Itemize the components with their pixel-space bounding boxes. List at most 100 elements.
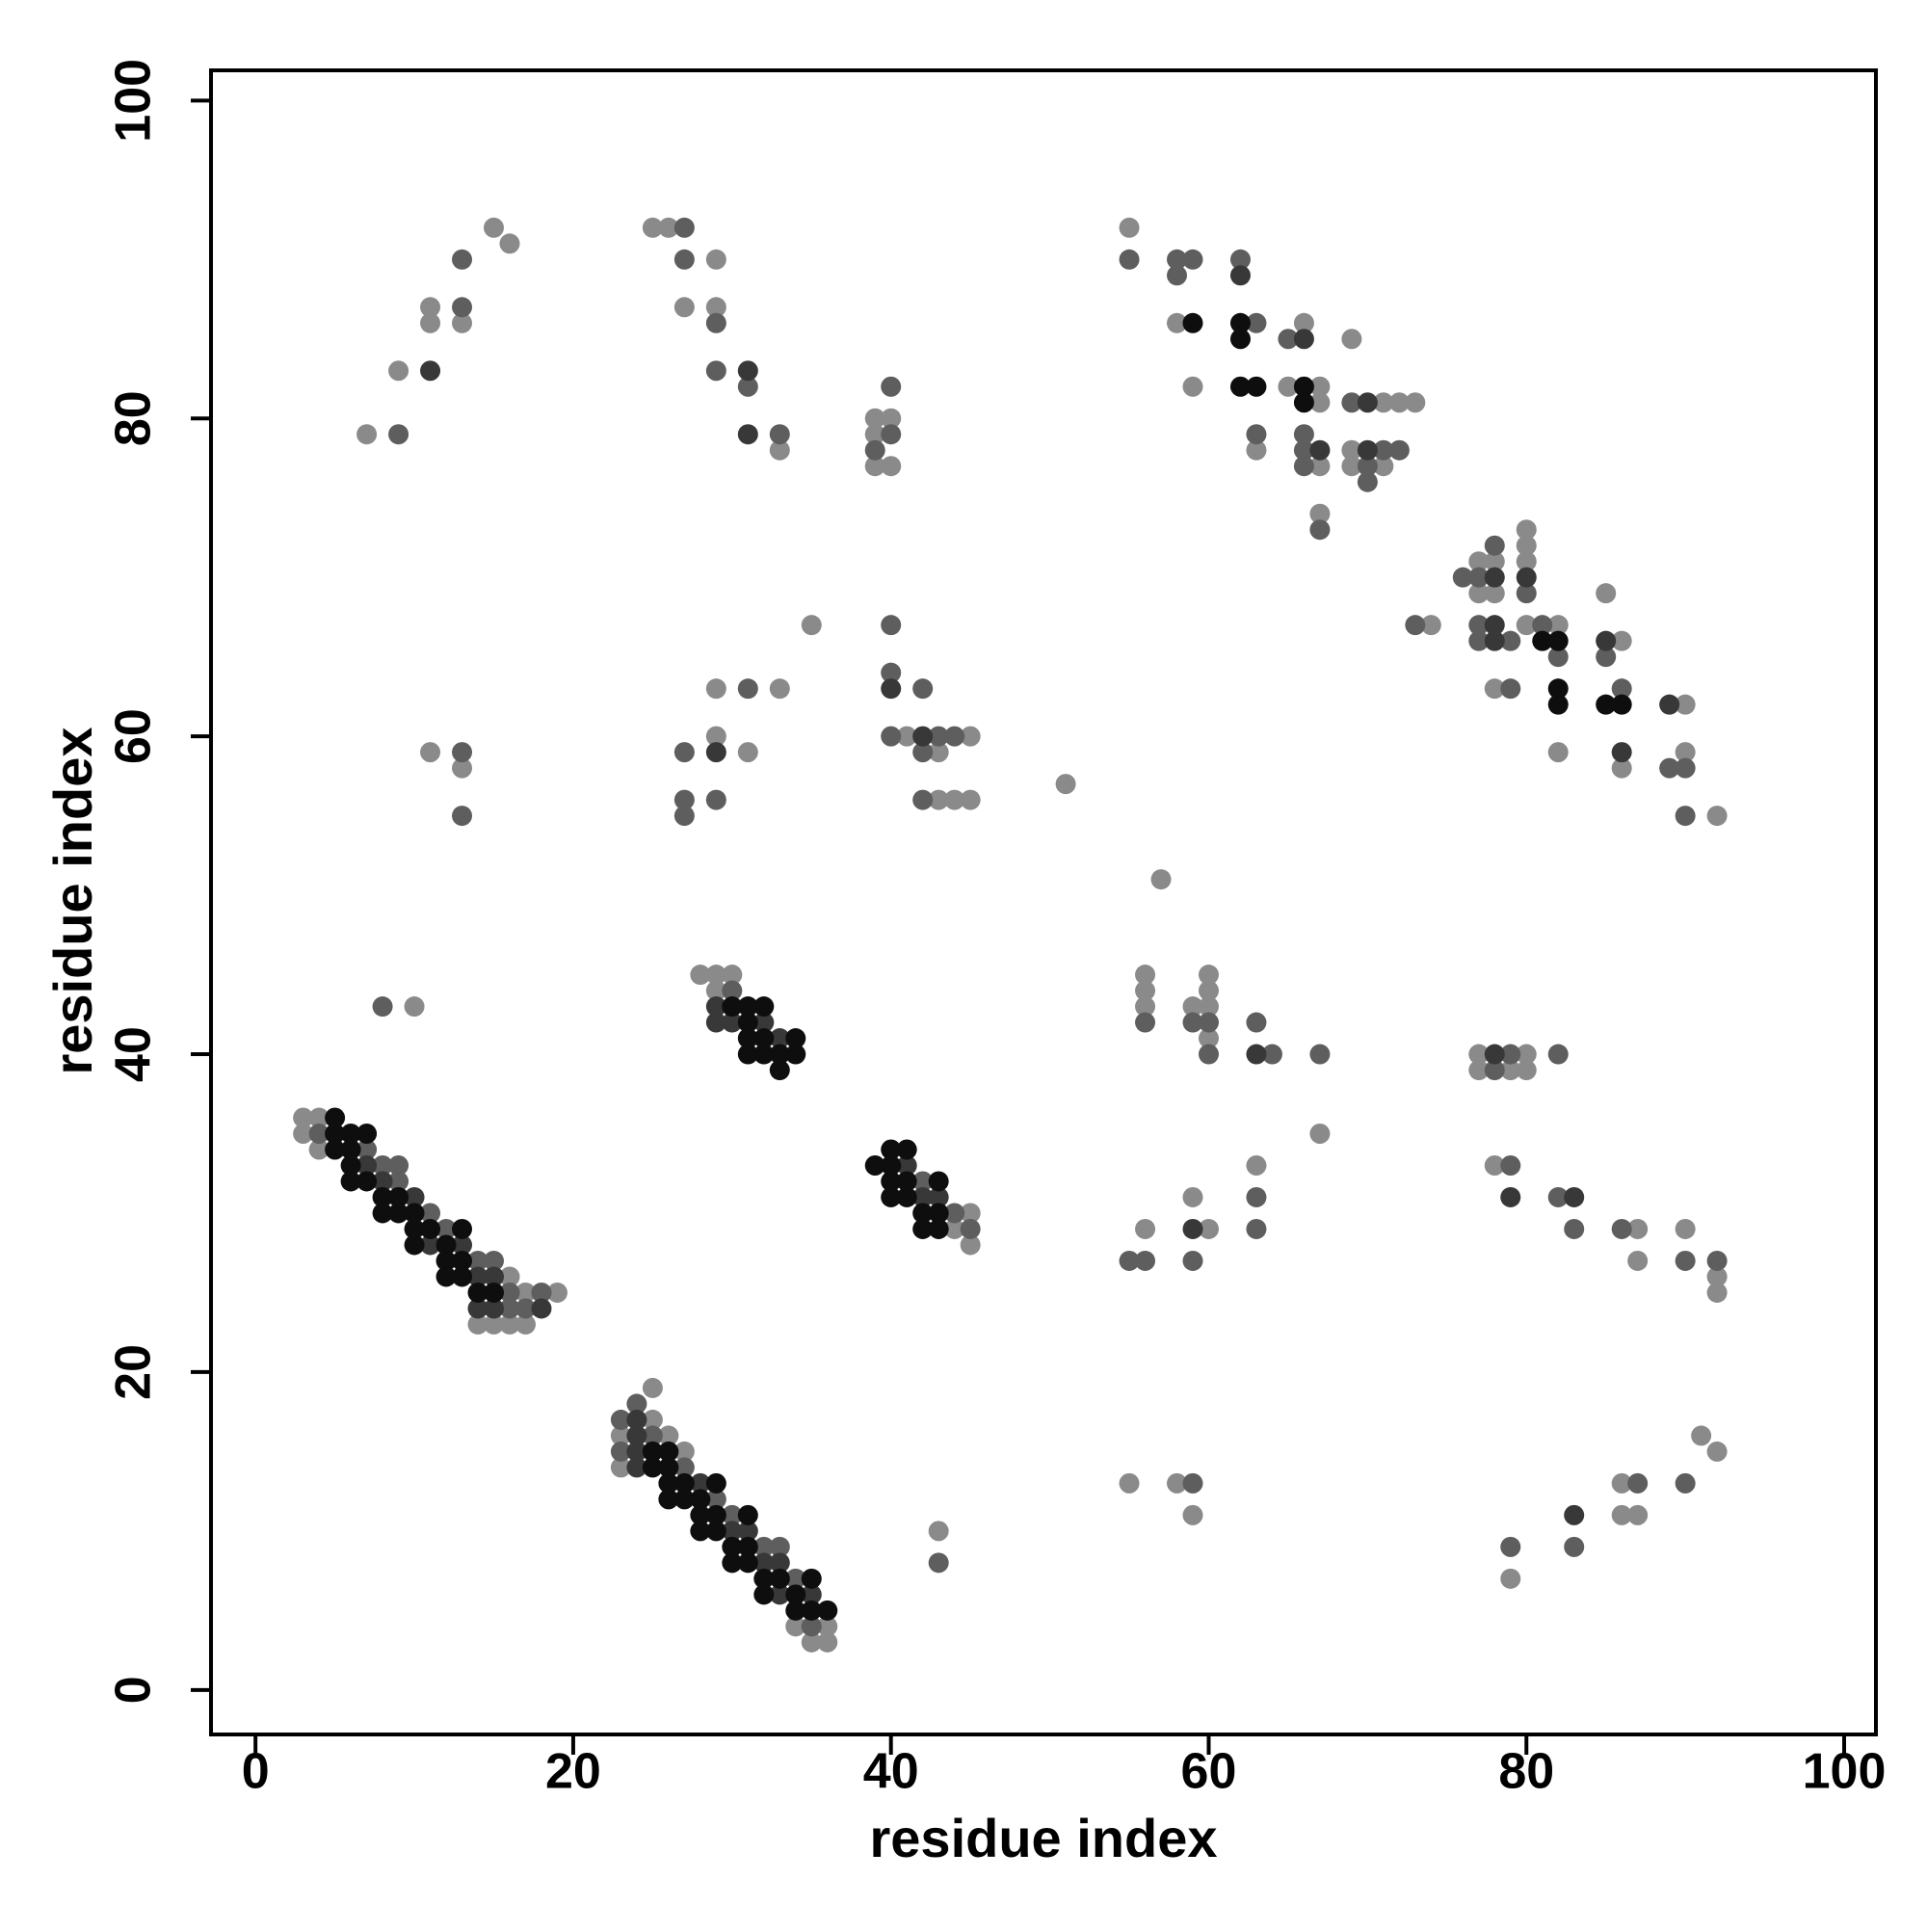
- point: [1468, 567, 1490, 588]
- point: [1246, 1154, 1267, 1176]
- point: [881, 662, 902, 683]
- point: [1484, 583, 1505, 604]
- point: [1198, 965, 1219, 986]
- y-axis-title: residue index: [42, 727, 103, 1074]
- point: [1547, 1186, 1569, 1207]
- point: [912, 1203, 934, 1224]
- point: [1516, 1044, 1537, 1065]
- point: [1309, 392, 1331, 413]
- point: [1246, 1218, 1267, 1239]
- point: [881, 1186, 902, 1207]
- point: [1293, 392, 1314, 413]
- point: [705, 726, 726, 747]
- point: [610, 1457, 631, 1478]
- point: [673, 1472, 695, 1494]
- point: [1229, 312, 1251, 333]
- point: [769, 1028, 790, 1049]
- point: [658, 1441, 679, 1462]
- point: [356, 1139, 378, 1160]
- x-tick-label: 40: [863, 1744, 919, 1800]
- point: [1293, 329, 1314, 350]
- point: [1596, 647, 1617, 668]
- point: [483, 1298, 504, 1319]
- x-tick-label: 100: [1803, 1744, 1887, 1800]
- point: [404, 1203, 425, 1224]
- point: [1675, 806, 1696, 827]
- y-tick-label: 100: [106, 59, 162, 143]
- point: [1388, 439, 1410, 461]
- point: [1516, 535, 1537, 556]
- x-axis-title: residue index: [869, 1808, 1217, 1868]
- point: [293, 1123, 314, 1144]
- point: [1229, 376, 1251, 397]
- point: [1547, 1044, 1569, 1065]
- point: [737, 376, 758, 397]
- point: [1675, 1218, 1696, 1239]
- point: [896, 1154, 917, 1176]
- point: [960, 1218, 981, 1239]
- point: [673, 1489, 695, 1510]
- point: [690, 1489, 711, 1510]
- point: [436, 1250, 457, 1271]
- point: [1532, 615, 1553, 636]
- point: [737, 1536, 758, 1557]
- y-tick-label: 0: [106, 1676, 162, 1704]
- point: [705, 297, 726, 318]
- x-tick-label: 80: [1498, 1744, 1554, 1800]
- point: [753, 1584, 775, 1605]
- point: [452, 1234, 473, 1256]
- point: [1627, 1504, 1649, 1525]
- point: [1293, 376, 1314, 397]
- point: [912, 1186, 934, 1207]
- point: [658, 1472, 679, 1494]
- point: [483, 1313, 504, 1335]
- point: [737, 424, 758, 445]
- point: [912, 678, 934, 700]
- point: [1182, 376, 1203, 397]
- point: [452, 312, 473, 333]
- point: [801, 1631, 822, 1653]
- point: [1405, 615, 1426, 636]
- point: [737, 1028, 758, 1049]
- point: [610, 1441, 631, 1462]
- point: [1261, 1044, 1282, 1065]
- point: [737, 996, 758, 1018]
- y-tick-label: 60: [106, 708, 162, 764]
- point: [737, 1044, 758, 1065]
- point: [912, 742, 934, 763]
- point: [769, 678, 790, 700]
- point: [1468, 583, 1490, 604]
- x-tick-label: 0: [242, 1744, 270, 1800]
- point: [388, 1171, 409, 1192]
- point: [673, 742, 695, 763]
- point: [499, 1282, 520, 1303]
- point: [785, 1568, 806, 1589]
- point: [1484, 1060, 1505, 1081]
- point: [928, 1521, 949, 1542]
- point: [420, 1203, 441, 1224]
- point: [1182, 1472, 1203, 1494]
- point: [1246, 1012, 1267, 1033]
- point: [1547, 678, 1569, 700]
- point: [690, 965, 711, 986]
- point: [404, 1186, 425, 1207]
- point: [801, 1584, 822, 1605]
- point: [1309, 456, 1331, 477]
- point: [1341, 392, 1362, 413]
- point: [690, 1521, 711, 1542]
- point: [737, 1012, 758, 1033]
- point: [928, 1171, 949, 1192]
- point: [1484, 551, 1505, 572]
- point: [420, 312, 441, 333]
- point: [705, 678, 726, 700]
- point: [642, 217, 663, 238]
- point: [881, 1154, 902, 1176]
- point: [452, 806, 473, 827]
- x-tick-label: 60: [1181, 1744, 1237, 1800]
- point: [499, 1313, 520, 1335]
- point: [1500, 630, 1521, 651]
- point: [1246, 312, 1267, 333]
- point: [436, 1234, 457, 1256]
- point: [769, 1060, 790, 1081]
- point: [1500, 1536, 1521, 1557]
